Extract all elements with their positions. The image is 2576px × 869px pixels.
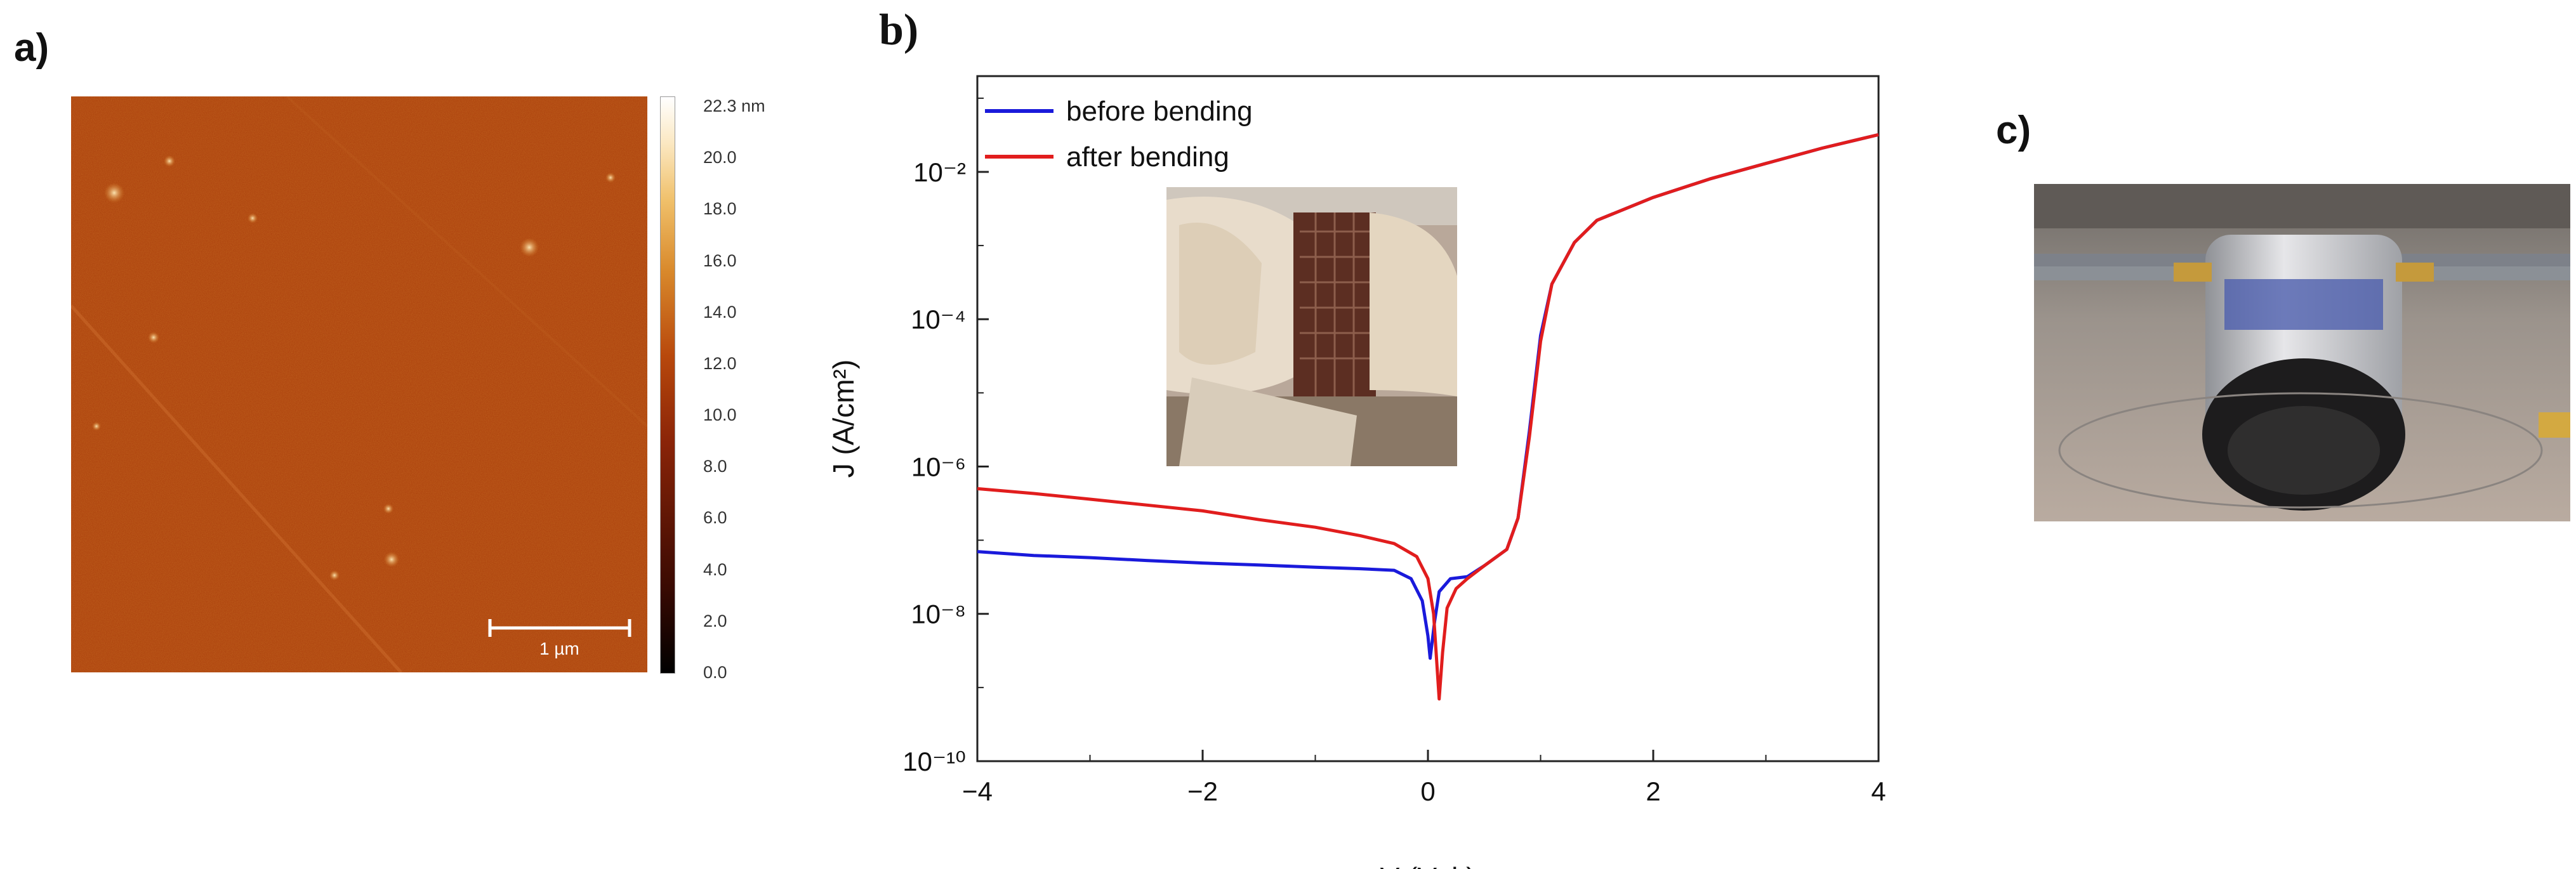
y-tick-label: 10⁻² xyxy=(913,157,966,187)
colorbar-tick-label: 22.3 nm xyxy=(703,96,765,115)
x-axis-label: V (Volt) xyxy=(1380,861,1476,869)
inset-photo-flexible-device xyxy=(1166,187,1457,466)
panel-label-a: a) xyxy=(14,26,50,70)
y-tick-label: 10⁻⁴ xyxy=(911,304,966,334)
colorbar-tick-label: 20.0 xyxy=(703,148,737,167)
x-tick-label: −4 xyxy=(962,776,993,806)
height-colorbar xyxy=(660,96,675,674)
colorbar-tick-label: 4.0 xyxy=(703,559,727,579)
y-tick-label: 10⁻¹⁰ xyxy=(902,747,966,776)
colorbar-tick-label: 18.0 xyxy=(703,199,737,219)
series-line-after-bending xyxy=(977,133,1879,701)
colorbar-tick-label: 14.0 xyxy=(703,302,737,322)
colorbar-tick-label: 2.0 xyxy=(703,611,727,631)
x-tick-label: 0 xyxy=(1420,776,1435,806)
x-tick-label: 4 xyxy=(1871,776,1886,806)
colorbar-tick-label: 10.0 xyxy=(703,405,737,425)
legend-label: after bending xyxy=(1066,141,1229,173)
panel-label-c: c) xyxy=(1996,108,2031,152)
y-tick-label: 10⁻⁸ xyxy=(911,599,966,629)
colorbar-tick-label: 6.0 xyxy=(703,508,727,528)
colorbar-tick-label: 16.0 xyxy=(703,251,737,270)
photo-bending-setup xyxy=(2034,184,2570,521)
y-tick-label: 10⁻⁶ xyxy=(911,452,966,481)
x-tick-label: 2 xyxy=(1646,776,1660,806)
colorbar-tick-label: 8.0 xyxy=(703,457,727,476)
colorbar-tick-label: 0.0 xyxy=(703,663,727,682)
scale-bar-label: 1 µm xyxy=(539,639,579,658)
x-tick-label: −2 xyxy=(1187,776,1218,806)
afm-topography-image xyxy=(71,96,647,672)
panel-label-b: b) xyxy=(879,6,919,55)
legend-label: before bending xyxy=(1066,96,1253,127)
colorbar-tick-label: 12.0 xyxy=(703,353,737,373)
y-axis-label: J (A/cm²) xyxy=(827,360,860,478)
